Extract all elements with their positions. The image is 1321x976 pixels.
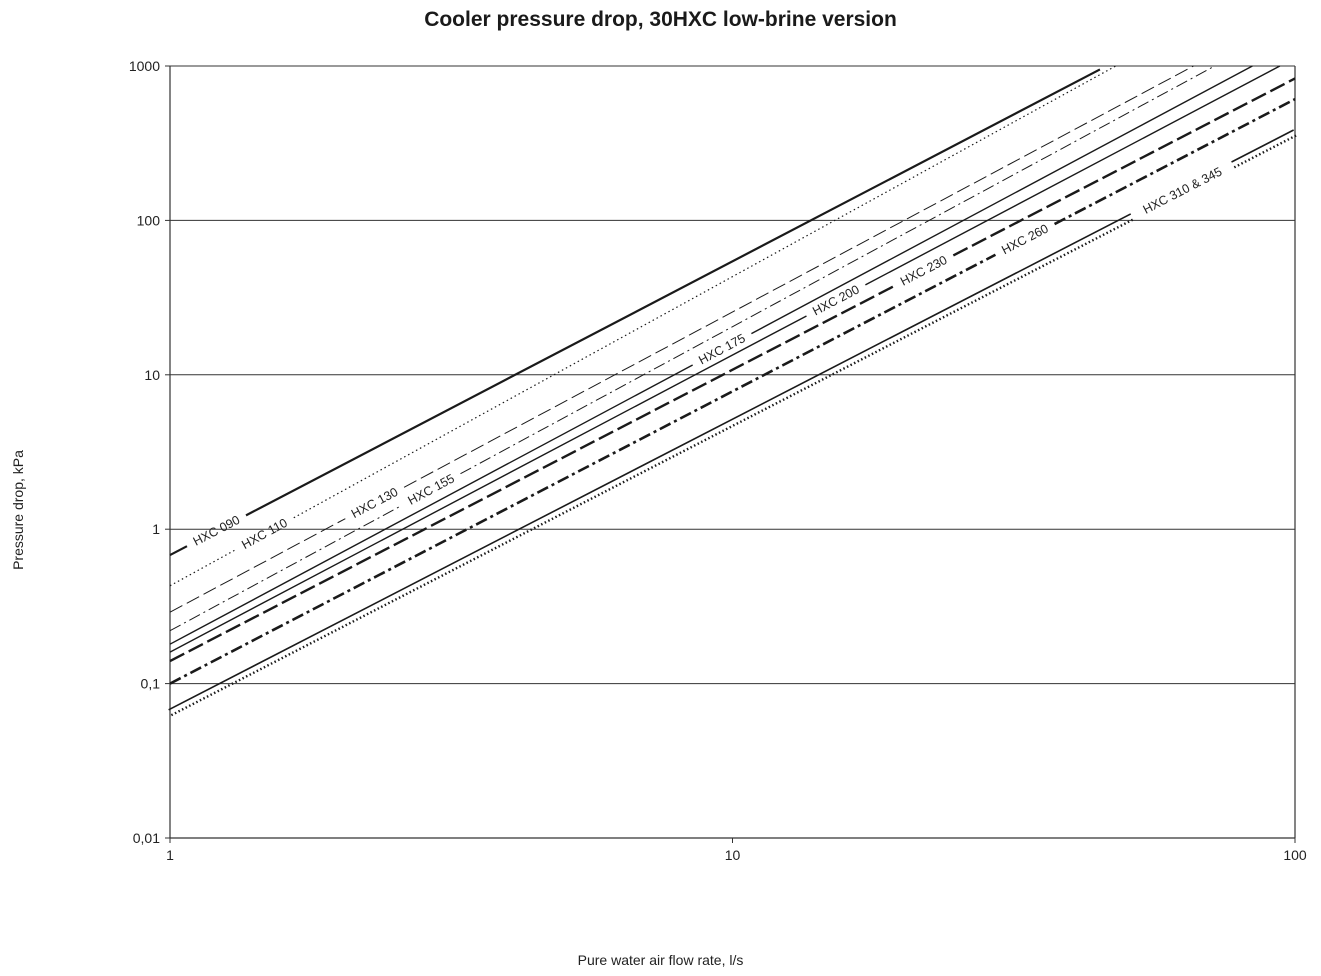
series-line	[293, 65, 1116, 519]
series-label: HXC 155	[406, 471, 457, 507]
axes	[169, 66, 1296, 839]
y-tick-label: 0,1	[141, 676, 161, 692]
series-label: HXC 260	[999, 221, 1051, 257]
x-tick-label: 10	[725, 847, 741, 863]
y-tick-label: 1	[152, 521, 160, 537]
series-line	[169, 253, 997, 685]
series-line	[168, 213, 1132, 711]
y-tick-label: 10	[144, 367, 160, 383]
series-line	[245, 68, 1101, 517]
series-line	[1053, 97, 1296, 226]
series-line	[169, 315, 807, 653]
y-tick-label: 0,01	[133, 830, 160, 846]
grid-lines	[165, 65, 1296, 843]
series-line	[865, 65, 1281, 286]
series-line	[170, 218, 1135, 717]
x-axis-label: Pure water air flow rate, l/s	[577, 952, 744, 968]
series-line	[1231, 129, 1294, 163]
x-tick-label: 100	[1283, 847, 1307, 863]
series-label: HXC 175	[696, 331, 747, 367]
series-line	[169, 284, 895, 663]
series-line	[169, 518, 346, 613]
series-label: HXC 110	[239, 516, 289, 552]
tick-labels: 0,01 0,1 1 10 100 1000 1 10 100	[129, 58, 1307, 863]
chart-title: Cooler pressure drop, 30HXC low-brine ve…	[424, 8, 897, 31]
series-line	[169, 364, 693, 645]
series-label: HXC 130	[349, 485, 400, 521]
series-line	[169, 549, 236, 587]
series-label: HXC 090	[191, 513, 242, 549]
series-line	[403, 65, 1194, 488]
series-line	[169, 545, 188, 557]
y-tick-label: 100	[137, 212, 161, 228]
x-tick-label: 1	[166, 847, 174, 863]
series-curves	[168, 65, 1297, 717]
series-line	[1233, 134, 1297, 169]
series-label: HXC 310 & 345	[1141, 165, 1225, 217]
series-line	[952, 77, 1296, 257]
series-line	[460, 65, 1215, 475]
y-tick-label: 1000	[129, 58, 160, 74]
series-line	[751, 65, 1253, 335]
